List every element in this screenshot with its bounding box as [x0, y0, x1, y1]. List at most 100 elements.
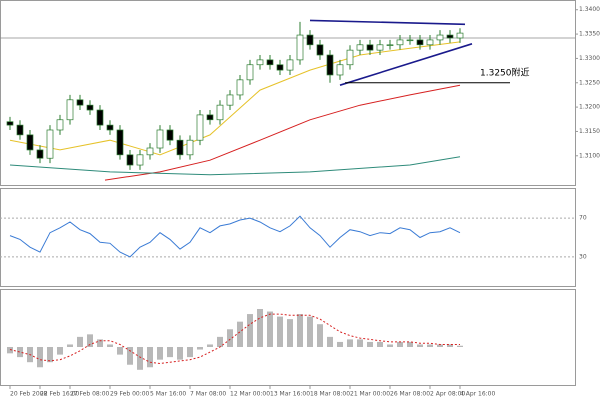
candle-body — [336, 64, 344, 76]
macd-bar — [167, 347, 173, 358]
candle-body — [306, 34, 314, 46]
candle-body — [436, 34, 444, 41]
candle-body — [216, 104, 224, 121]
x-tick-label: 29 Feb 00:00 — [110, 391, 150, 398]
moving-average — [104, 84, 461, 181]
annotation: 1.3250附近 — [480, 67, 530, 79]
candle-body — [206, 114, 214, 121]
macd-bar — [207, 344, 213, 347]
y-tick-label: 1.3250 — [579, 79, 600, 86]
candle-body — [356, 44, 364, 51]
candle-body — [136, 154, 144, 166]
x-tick-label: 5 Mar 16:00 — [150, 391, 186, 398]
macd-bar — [177, 347, 183, 360]
macd-bar — [217, 336, 223, 347]
x-tick-label: 21 Mar 00:00 — [350, 391, 390, 398]
y-tick-label: 1.3300 — [579, 55, 600, 62]
candle-body — [276, 64, 284, 71]
macd-bar — [427, 344, 433, 347]
moving-average — [9, 156, 461, 176]
macd-bar — [187, 347, 193, 358]
candle-body — [186, 139, 194, 156]
x-tick-label: 27 Feb 08:00 — [70, 391, 110, 398]
macd-bar — [97, 339, 103, 347]
macd-bar — [327, 336, 333, 347]
macd-bar — [17, 347, 23, 358]
candle-body — [46, 129, 54, 159]
candle-body — [6, 121, 14, 126]
macd-bar — [437, 344, 443, 347]
macd-bar — [87, 334, 93, 347]
rsi-line — [9, 215, 461, 258]
candle-body — [96, 109, 104, 126]
candle-body — [316, 44, 324, 56]
candle-body — [416, 39, 424, 46]
macd-bar — [357, 339, 363, 347]
trendline — [339, 43, 473, 86]
x-tick-label: 26 Mar 08:00 — [390, 391, 430, 398]
macd-bar — [367, 341, 373, 347]
candle-body — [196, 114, 204, 141]
candle-body — [326, 54, 334, 76]
macd-bar — [107, 344, 113, 347]
macd-bar — [47, 347, 53, 363]
x-tick-label: 4 Apr 16:00 — [460, 391, 495, 398]
candle-body — [386, 44, 394, 46]
macd-bar — [67, 344, 73, 347]
candle-body — [456, 32, 464, 39]
macd-bar — [267, 311, 273, 347]
candle-body — [56, 119, 64, 131]
macd-bar — [317, 324, 323, 347]
y-tick-label: 30 — [579, 253, 587, 260]
macd-bar — [397, 341, 403, 347]
x-tick-label: 7 Mar 08:00 — [190, 391, 226, 398]
candle-body — [376, 44, 384, 51]
candle-body — [36, 149, 44, 159]
x-tick-label: 13 Mar 16:00 — [270, 391, 310, 398]
x-tick-label: 20 Feb 2008 — [10, 391, 48, 398]
macd-bar — [347, 339, 353, 347]
macd-bar — [7, 347, 13, 354]
candle-body — [426, 39, 434, 46]
x-tick-label: 12 Mar 00:00 — [230, 391, 270, 398]
candle-body — [66, 99, 74, 121]
macd-bar — [57, 347, 63, 355]
macd-bar — [297, 314, 303, 347]
candle-body — [406, 39, 414, 42]
candle-body — [296, 34, 304, 61]
macd-bar — [137, 347, 143, 370]
macd-bar — [417, 344, 423, 347]
macd-bar — [227, 329, 233, 347]
price-panel — [0, 0, 576, 186]
macd-bar — [257, 309, 263, 347]
macd-bar — [127, 347, 133, 365]
macd-bar — [387, 344, 393, 347]
candle-body — [166, 129, 174, 141]
macd-bar — [377, 341, 383, 347]
macd-bar — [457, 345, 463, 347]
macd-bar — [407, 341, 413, 347]
candle-body — [176, 139, 184, 156]
moving-average — [9, 41, 461, 156]
candle-body — [226, 94, 234, 106]
macd-bar — [307, 316, 313, 347]
macd-bar — [117, 347, 123, 355]
macd-bar — [37, 347, 43, 368]
candle-body — [116, 129, 124, 156]
x-tick-label: 2 Apr 08:00 — [430, 391, 465, 398]
macd-panel — [0, 289, 576, 386]
candle-body — [366, 44, 374, 51]
y-tick-label: 1.3400 — [579, 6, 600, 13]
y-tick-label: 1.3350 — [579, 31, 600, 38]
macd-bar — [277, 316, 283, 347]
candle-body — [396, 39, 404, 46]
candle-body — [86, 104, 94, 111]
candle-body — [236, 79, 244, 96]
macd-bar — [77, 336, 83, 347]
y-tick-label: 1.3150 — [579, 128, 600, 135]
candle-body — [26, 134, 34, 151]
macd-bar — [237, 321, 243, 347]
x-tick-label: 22 Feb 16:00 — [40, 391, 80, 398]
candle-body — [446, 34, 454, 39]
